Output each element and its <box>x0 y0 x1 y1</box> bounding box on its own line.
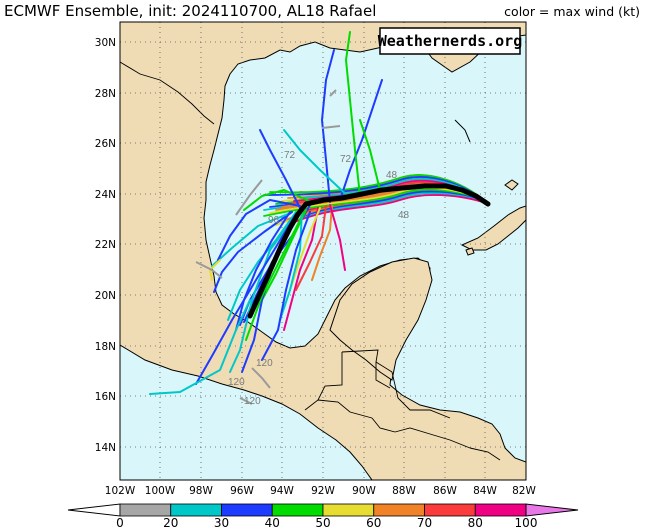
lat-label: 20N <box>95 290 116 302</box>
us-mexico-border <box>120 61 215 125</box>
ensemble-track <box>217 199 301 261</box>
lon-label: 90W <box>352 485 376 497</box>
lat-label: 18N <box>95 341 116 353</box>
ensemble-track <box>345 31 361 197</box>
lon-label: 98W <box>189 485 213 497</box>
colorbar-swatch <box>119 503 172 517</box>
lon-label: 100W <box>145 485 176 497</box>
colorbar-tick-label: 60 <box>366 516 381 530</box>
watermark: Weathernerds.org <box>378 27 523 55</box>
colorbar: 0 20 30 40 50 60 70 80 100 <box>67 503 579 530</box>
longitude-labels: 102W 100W 98W 96W 94W 92W 90W 88W 86W 84… <box>105 485 537 497</box>
ensemble-track <box>149 299 251 395</box>
colorbar-arrow-high <box>525 503 579 517</box>
colorbar-tick-label: 40 <box>265 516 280 530</box>
lon-label: 96W <box>230 485 254 497</box>
colorbar-tick-label: 30 <box>214 516 229 530</box>
colorbar-swatch <box>271 503 324 517</box>
hour-label: 72 <box>340 154 352 165</box>
ensemble-track <box>195 213 297 385</box>
map-frame <box>119 21 527 481</box>
ensemble-track <box>289 207 321 291</box>
ensemble-track <box>279 209 303 321</box>
colorbar-tick-label: 100 <box>515 516 538 530</box>
watermark-text: Weathernerds.org <box>378 32 523 50</box>
ensemble-track <box>295 205 327 291</box>
ensemble-track <box>211 213 289 267</box>
chart-title: ECMWF Ensemble, init: 2024110700, AL18 R… <box>4 2 377 20</box>
hour-label: 120 <box>244 396 261 407</box>
lon-label: 94W <box>270 485 294 497</box>
yucatan-peninsula <box>329 257 433 381</box>
ensemble-track <box>339 79 383 201</box>
lon-label: 88W <box>392 485 416 497</box>
ensemble-mean-track <box>247 183 491 319</box>
colorbar-tick-label: 0 <box>116 516 124 530</box>
cuba <box>460 205 526 251</box>
colorbar-tick-label: 70 <box>417 516 432 530</box>
ensemble-track <box>261 209 307 301</box>
lon-label: 82W <box>512 485 536 497</box>
lat-label: 16N <box>95 391 116 403</box>
colorbar-swatch <box>474 503 527 517</box>
lat-label: 28N <box>95 88 116 100</box>
colorbar-swatch <box>221 503 273 517</box>
isle-of-youth <box>465 247 475 256</box>
colorbar-tick-label: 80 <box>468 516 483 530</box>
ensemble-track <box>359 119 381 191</box>
hour-label: 72 <box>284 150 296 161</box>
colorbar-swatch <box>170 503 222 517</box>
country-borders <box>304 349 501 461</box>
colorbar-swatch <box>424 503 476 517</box>
ensemble-track <box>283 129 351 199</box>
ensemble-track <box>321 49 335 203</box>
colorbar-swatch <box>373 503 425 517</box>
lat-label: 22N <box>95 239 116 251</box>
lat-label: 30N <box>95 37 116 49</box>
colorbar-swatch <box>322 503 375 517</box>
ensemble-track <box>245 211 305 341</box>
hour-label: 120 <box>228 377 245 388</box>
ensemble-track <box>283 207 319 331</box>
colorbar-tick-label: 20 <box>163 516 178 530</box>
ensemble-track <box>227 211 297 321</box>
ensemble-track <box>311 205 333 281</box>
hour-label: 96 <box>268 215 280 226</box>
lat-label: 14N <box>95 442 116 454</box>
lon-label: 102W <box>105 485 136 497</box>
ensemble-track <box>287 194 489 226</box>
lat-label: 26N <box>95 138 116 150</box>
lon-label: 86W <box>433 485 457 497</box>
gray-track-segments <box>195 89 341 405</box>
ensemble-track <box>329 204 346 271</box>
colorbar-tick-label: 50 <box>315 516 330 530</box>
ensemble-track <box>259 129 301 209</box>
ensemble-track <box>261 211 311 361</box>
hour-label: 48 <box>386 170 398 181</box>
legend-title: color = max wind (kt) <box>504 4 640 19</box>
pacific-ocean <box>120 344 373 480</box>
ensemble-track <box>213 211 293 293</box>
ensemble-track <box>235 211 291 331</box>
colorbar-arrow-low <box>67 503 121 517</box>
lon-label: 84W <box>473 485 497 497</box>
hour-label: 120 <box>256 358 273 369</box>
ensemble-track <box>243 189 313 211</box>
islands-northeast <box>504 179 519 191</box>
hour-label: 48 <box>398 210 410 221</box>
latitude-labels: 30N 28N 26N 24N 22N 20N 18N 16N 14N <box>95 37 116 454</box>
florida-keys <box>454 119 471 143</box>
ensemble-track <box>229 211 299 373</box>
hour-labels: 72 96 120 120 120 48 48 72 <box>228 150 410 407</box>
lon-label: 92W <box>311 485 335 497</box>
lat-label: 24N <box>95 189 116 201</box>
